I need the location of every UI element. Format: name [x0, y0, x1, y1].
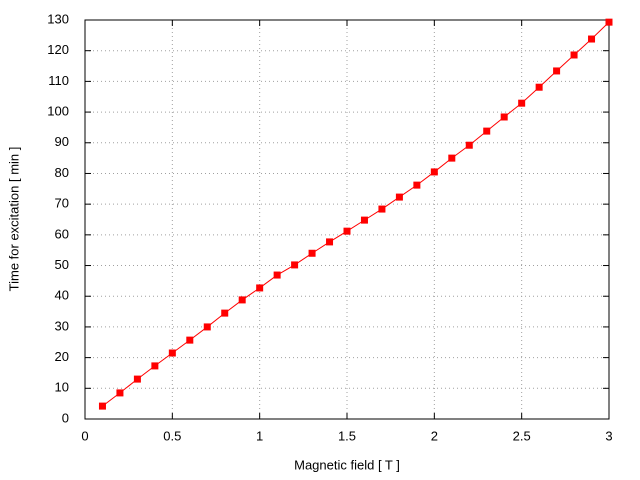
data-point	[430, 168, 438, 176]
data-point	[570, 51, 578, 59]
data-point	[413, 181, 421, 189]
data-point	[98, 402, 106, 410]
data-point	[395, 193, 403, 201]
data-point	[553, 67, 561, 75]
y-tick-label: 0	[62, 410, 69, 425]
x-axis-label: Magnetic field [ T ]	[294, 457, 400, 472]
x-tick-label: 3	[605, 428, 612, 443]
x-tick-label: 0	[81, 428, 88, 443]
x-tick-label: 2.5	[513, 428, 531, 443]
y-tick-label: 60	[55, 226, 69, 241]
data-point	[133, 375, 141, 383]
data-point	[343, 227, 351, 235]
data-point	[168, 349, 176, 357]
data-point	[448, 154, 456, 162]
x-tick-label: 1	[256, 428, 263, 443]
plot-border	[84, 19, 610, 420]
x-tick-label: 1.5	[338, 428, 356, 443]
data-point	[535, 83, 543, 91]
y-tick-label: 20	[55, 349, 69, 364]
data-point	[483, 127, 491, 135]
data-point	[151, 362, 159, 370]
y-tick-label: 100	[47, 104, 69, 119]
data-point	[360, 216, 368, 224]
x-tick-label: 2	[431, 428, 438, 443]
y-tick-label: 40	[55, 288, 69, 303]
y-tick-label: 80	[55, 165, 69, 180]
y-tick-label: 90	[55, 134, 69, 149]
data-point	[256, 284, 264, 292]
data-point	[186, 336, 194, 344]
data-point	[465, 141, 473, 149]
data-point	[518, 99, 526, 107]
data-point	[273, 271, 281, 279]
data-point	[326, 238, 334, 246]
data-point	[238, 296, 246, 304]
data-point	[116, 389, 124, 397]
data-point	[308, 249, 316, 257]
y-tick-label: 30	[55, 318, 69, 333]
y-tick-label: 70	[55, 196, 69, 211]
data-point	[221, 309, 229, 317]
y-axis-label: Time for excitation [ min ]	[6, 147, 21, 292]
y-tick-label: 130	[47, 11, 69, 26]
y-tick-label: 50	[55, 257, 69, 272]
y-tick-label: 10	[55, 380, 69, 395]
data-point	[291, 261, 299, 269]
data-point	[378, 205, 386, 213]
y-tick-label: 120	[47, 42, 69, 57]
y-tick-label: 110	[48, 73, 69, 88]
data-point	[605, 18, 613, 26]
data-point	[588, 35, 596, 43]
data-point	[203, 323, 211, 331]
x-tick-label: 0.5	[163, 428, 181, 443]
data-point	[500, 113, 508, 121]
